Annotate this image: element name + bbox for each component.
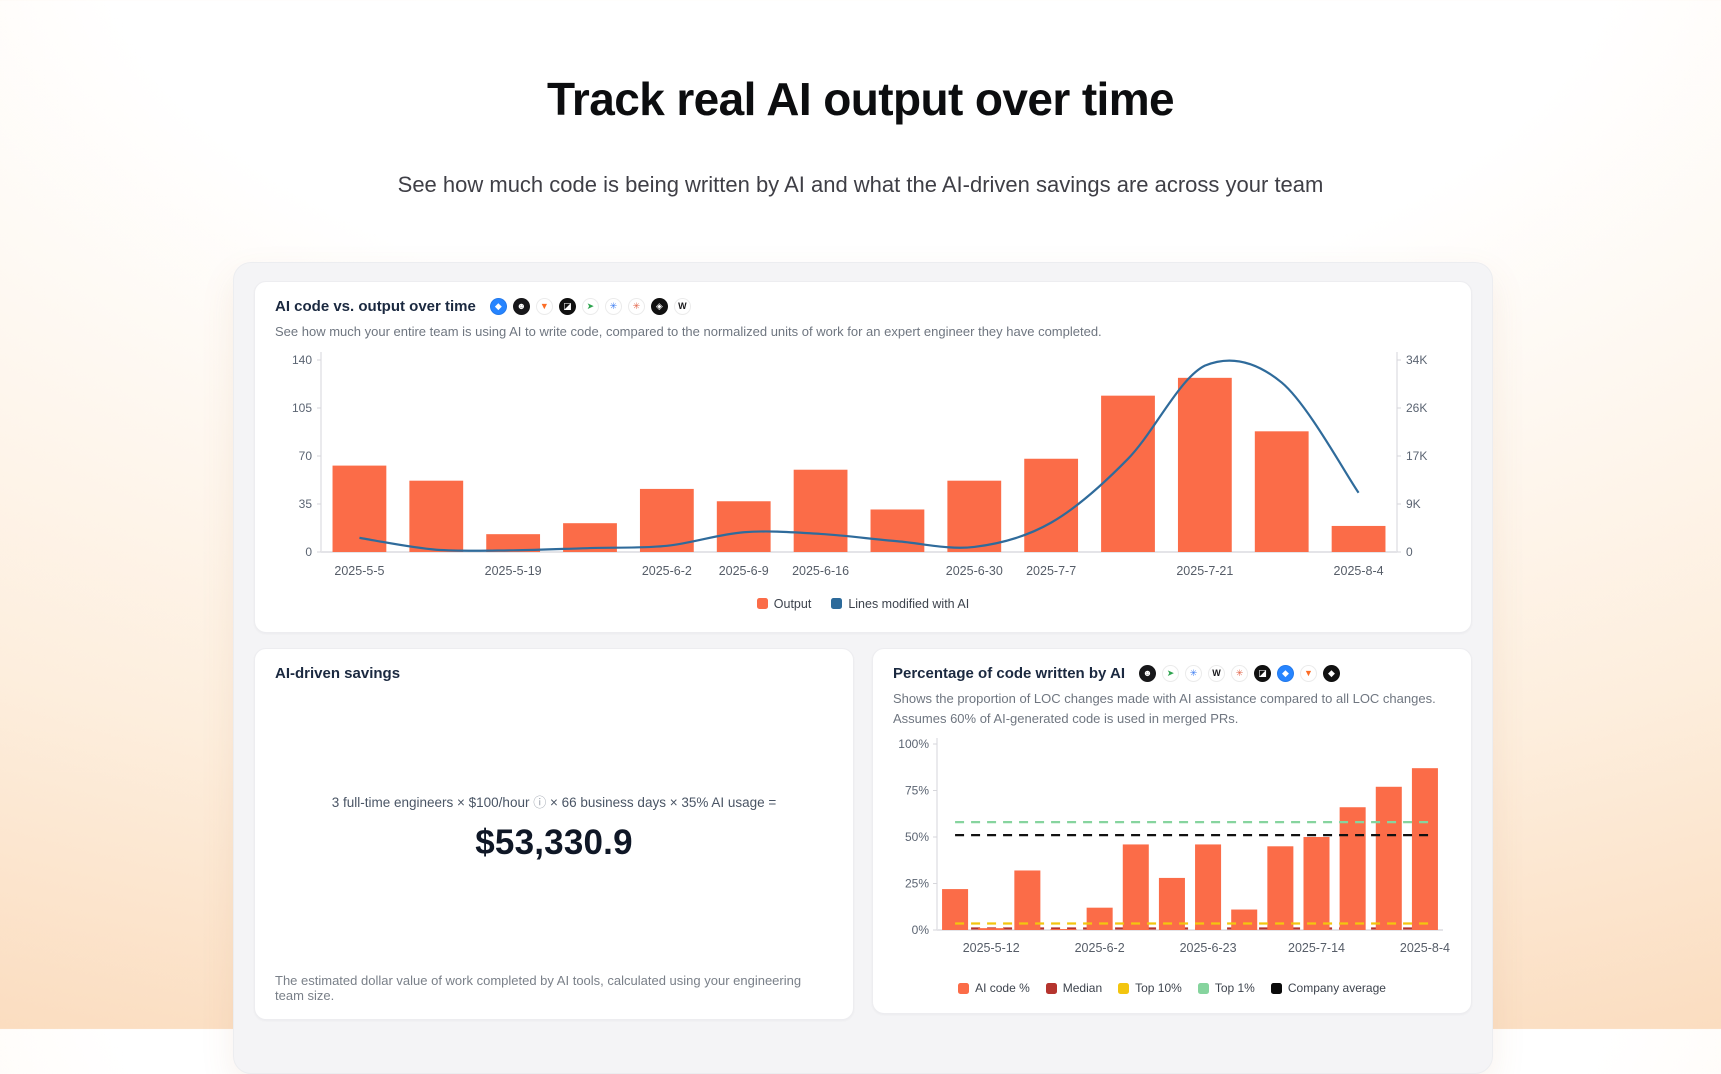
svg-text:75%: 75% — [905, 784, 929, 798]
info-icon[interactable]: ⓘ — [533, 795, 547, 810]
svg-text:35: 35 — [299, 497, 313, 511]
cursor-icon: ◪ — [558, 298, 576, 315]
svg-text:2025-6-30: 2025-6-30 — [946, 564, 1003, 578]
dark-badge-icon: ◈ — [650, 298, 668, 315]
svg-text:100%: 100% — [898, 737, 929, 751]
svg-text:2025-5-19: 2025-5-19 — [485, 564, 542, 578]
savings-formula-left: 3 full-time engineers × $100/hour — [331, 795, 530, 810]
ai-output-card-title: AI code vs. output over time — [275, 298, 476, 315]
claude-icon: ✳ — [1231, 665, 1248, 682]
legend-swatch — [756, 598, 768, 609]
ai-output-card-header: AI code vs. output over time ◆ ☻ ▼ ◪ ➤ ✳ ✳ ◈ W — [275, 298, 1451, 315]
shield-icon: ◆ — [1323, 665, 1340, 682]
svg-text:9K: 9K — [1406, 497, 1421, 511]
legend-label: Top 1% — [1214, 981, 1255, 995]
percentage-chart: 0% 25% 50% 75% 100% 2025-5-12 2025-6-2 2025-6-2… — [893, 732, 1451, 981]
svg-text:140: 140 — [292, 353, 312, 367]
page-subtitle: See how much code is being written by AI… — [397, 172, 1324, 197]
percentage-card: Percentage of code written by AI ☻ ➤ ✳ W ✳ ◪ ◆… — [872, 648, 1472, 1014]
svg-text:50%: 50% — [905, 830, 929, 844]
integration-icons: ☻ ➤ ✳ W ✳ ◪ ◆ ▼ ◆ — [1139, 665, 1340, 682]
legend-label: Output — [773, 596, 812, 611]
integration-icons: ◆ ☻ ▼ ◪ ➤ ✳ ✳ ◈ W — [489, 298, 691, 315]
legend-label: Company average — [1287, 981, 1386, 995]
savings-amount: $53,330.9 — [475, 823, 633, 862]
svg-text:2025-5-5: 2025-5-5 — [334, 564, 384, 578]
svg-text:2025-7-14: 2025-7-14 — [1288, 941, 1345, 955]
svg-text:2025-6-2: 2025-6-2 — [642, 564, 692, 578]
legend-item-top-10-[interactable]: Top 10% — [1118, 981, 1182, 995]
svg-text:2025-8-4: 2025-8-4 — [1400, 941, 1450, 955]
svg-text:0: 0 — [1406, 545, 1413, 559]
page-title: Track real AI output over time — [546, 73, 1175, 125]
legend-swatch — [1118, 982, 1130, 994]
savings-card: AI-driven savings 3 full-time engineers … — [254, 648, 854, 1020]
percentage-card-description: Shows the proportion of LOC changes made… — [893, 691, 1436, 726]
svg-text:34K: 34K — [1406, 353, 1427, 367]
legend-swatch — [958, 982, 970, 994]
legend-item-top-1-[interactable]: Top 1% — [1197, 981, 1255, 995]
claude-icon: ✳ — [627, 298, 645, 315]
savings-card-title: AI-driven savings — [275, 665, 401, 682]
dashboard-panel: AI code vs. output over time ◆ ☻ ▼ ◪ ➤ ✳ ✳ ◈ W S… — [233, 262, 1493, 1074]
legend-item-ai-code-[interactable]: AI code % — [958, 981, 1030, 995]
svg-text:105: 105 — [292, 401, 312, 415]
github-icon: ☻ — [512, 298, 530, 315]
svg-text:2025-6-23: 2025-6-23 — [1180, 941, 1237, 955]
legend-label: Top 10% — [1135, 981, 1182, 995]
savings-footnote: The estimated dollar value of work compl… — [275, 973, 802, 1003]
svg-text:2025-6-2: 2025-6-2 — [1075, 941, 1125, 955]
windsurf-icon: W — [1208, 665, 1225, 682]
windsurf-icon: W — [673, 298, 691, 315]
cursor-icon: ◪ — [1254, 665, 1271, 682]
percentage-card-title: Percentage of code written by AI — [893, 665, 1125, 682]
ai-output-chart: 0 35 70 105 140 0 9K 17K 26K 34K 2025-5-5 2025-5-19… — [275, 346, 1451, 597]
svg-text:17K: 17K — [1406, 449, 1427, 463]
svg-text:0: 0 — [305, 545, 312, 559]
svg-text:25%: 25% — [905, 877, 929, 891]
legend-label: Lines modified with AI — [848, 596, 970, 611]
savings-formula-right: × 66 business days × 35% AI usage = — [550, 795, 777, 810]
legend-label: AI code % — [975, 981, 1030, 995]
copilot-icon: ✳ — [1185, 665, 1202, 682]
github-icon: ☻ — [1139, 665, 1156, 682]
legend-item-median[interactable]: Median — [1045, 981, 1103, 995]
svg-text:2025-8-4: 2025-8-4 — [1334, 564, 1384, 578]
savings-center-block: 3 full-time engineers × $100/hour ⓘ × 66… — [275, 682, 833, 973]
svg-text:70: 70 — [299, 449, 313, 463]
svg-text:2025-7-7: 2025-7-7 — [1026, 564, 1076, 578]
legend-swatch — [1270, 982, 1282, 994]
percentage-legend: AI code % Median Top 10% Top 1% Company aver… — [893, 981, 1451, 995]
svg-text:2025-5-12: 2025-5-12 — [963, 941, 1020, 955]
legend-item-output[interactable]: Output — [756, 596, 812, 611]
bitbucket-icon: ◆ — [1277, 665, 1294, 682]
svg-text:0%: 0% — [912, 923, 930, 937]
ai-output-card: AI code vs. output over time ◆ ☻ ▼ ◪ ➤ ✳ ✳ ◈ W S… — [254, 281, 1472, 633]
copilot-icon: ✳ — [604, 298, 622, 315]
gitlab-icon: ▼ — [535, 298, 553, 315]
svg-text:2025-7-21: 2025-7-21 — [1176, 564, 1233, 578]
gitlab-icon: ▼ — [1300, 665, 1317, 682]
percentage-card-header: Percentage of code written by AI ☻ ➤ ✳ W ✳ ◪ ◆… — [893, 665, 1451, 682]
green-bird-icon: ➤ — [1162, 665, 1179, 682]
legend-item-company-average[interactable]: Company average — [1270, 981, 1386, 995]
ai-output-legend: Output Lines modified with AI — [275, 597, 1451, 611]
svg-text:2025-6-9: 2025-6-9 — [719, 564, 769, 578]
ai-output-card-description: See how much your entire team is using A… — [275, 324, 1102, 339]
svg-text:26K: 26K — [1406, 401, 1427, 415]
bitbucket-icon: ◆ — [489, 298, 507, 315]
legend-swatch — [1045, 982, 1057, 994]
green-bird-icon: ➤ — [581, 298, 599, 315]
legend-label: Median — [1062, 981, 1103, 995]
legend-item-lines-modified-with-ai[interactable]: Lines modified with AI — [831, 597, 969, 611]
svg-text:2025-6-16: 2025-6-16 — [792, 564, 849, 578]
legend-swatch — [1197, 982, 1209, 994]
page: Track real AI output over time See how m… — [233, 73, 1493, 1074]
legend-swatch — [831, 598, 843, 609]
savings-formula: 3 full-time engineers × $100/hour ⓘ × 66… — [275, 792, 833, 811]
